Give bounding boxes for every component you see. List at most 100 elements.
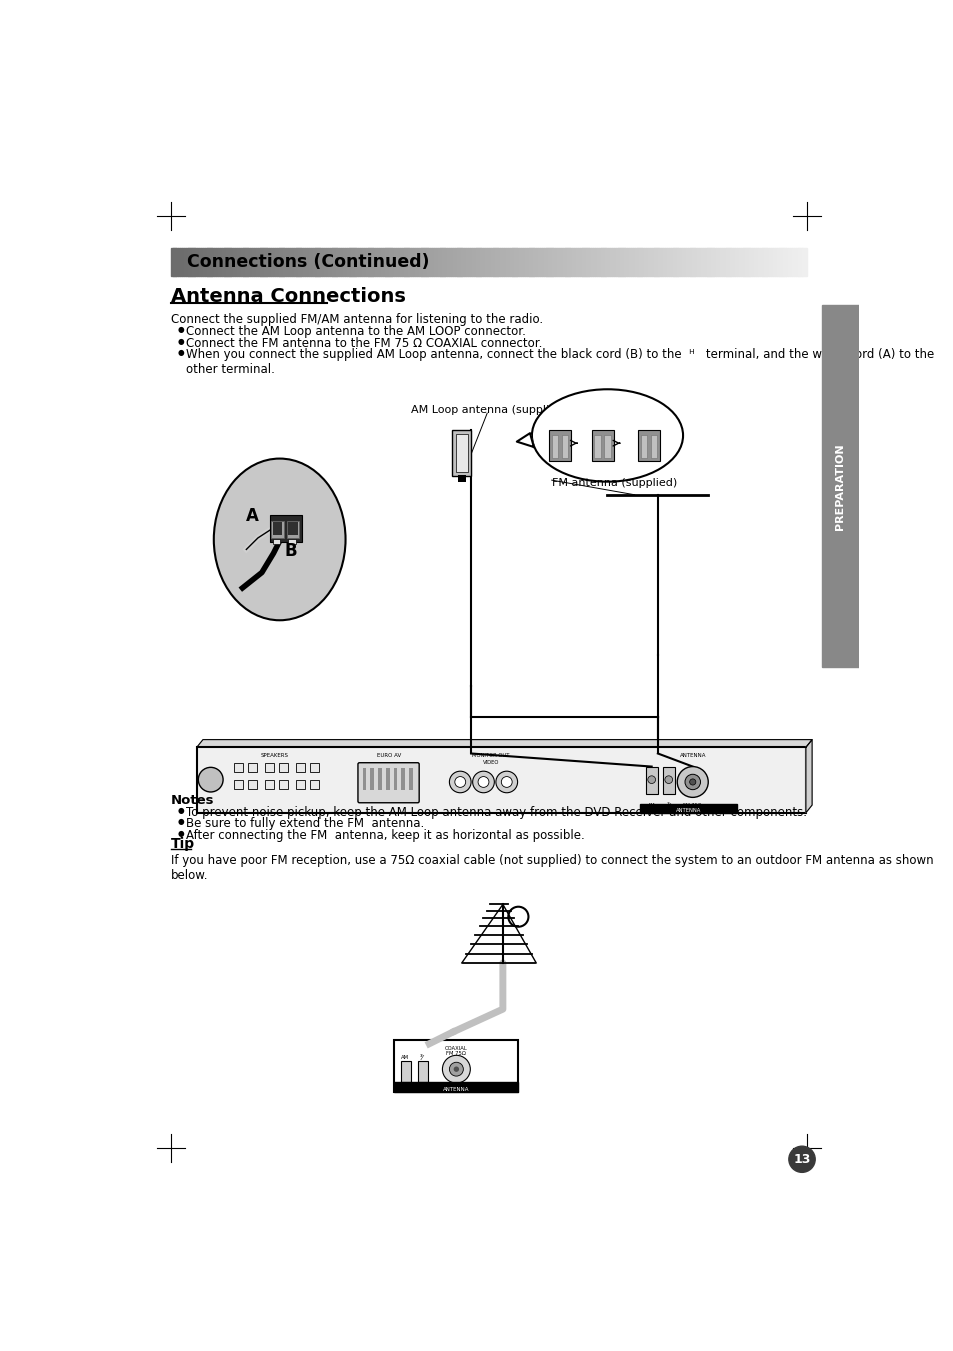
Bar — [715, 249, 718, 276]
Bar — [184, 249, 186, 276]
Circle shape — [454, 1066, 458, 1071]
Bar — [400, 1061, 411, 1082]
Bar — [736, 249, 739, 276]
Bar — [548, 249, 550, 276]
Bar — [397, 249, 400, 276]
Bar — [770, 249, 772, 276]
Bar — [539, 249, 541, 276]
Bar — [378, 249, 381, 276]
Bar — [417, 1061, 428, 1082]
Bar — [448, 249, 451, 276]
Bar — [266, 249, 269, 276]
Bar — [803, 249, 806, 276]
Bar — [319, 249, 321, 276]
Bar — [247, 249, 250, 276]
Bar — [463, 249, 465, 276]
Text: Antenna Connections: Antenna Connections — [171, 286, 406, 305]
Bar — [639, 249, 641, 276]
Bar — [233, 763, 243, 771]
Bar — [351, 249, 354, 276]
Bar — [265, 780, 274, 789]
Bar — [363, 249, 366, 276]
Bar — [725, 249, 728, 276]
Bar — [755, 249, 758, 276]
Bar — [212, 249, 213, 276]
Bar — [288, 523, 297, 535]
Bar — [219, 249, 222, 276]
Bar — [281, 249, 284, 276]
Bar — [700, 249, 702, 276]
Circle shape — [689, 780, 695, 785]
Bar — [408, 249, 411, 276]
Text: ●: ● — [177, 805, 184, 815]
Text: If you have poor FM reception, use a 75Ω coaxial cable (not supplied) to connect: If you have poor FM reception, use a 75Ω… — [171, 854, 933, 882]
Text: VIDEO: VIDEO — [482, 759, 499, 765]
Text: ANTENNA: ANTENNA — [679, 754, 705, 758]
Text: ³⁄: ³⁄ — [666, 802, 670, 809]
Bar — [744, 249, 747, 276]
Bar — [265, 763, 274, 771]
Bar — [215, 249, 218, 276]
Bar — [605, 249, 607, 276]
Text: ●: ● — [177, 349, 184, 358]
Bar — [385, 769, 390, 790]
Bar — [310, 780, 319, 789]
Bar — [793, 249, 796, 276]
Bar — [638, 430, 659, 461]
Bar — [186, 249, 189, 276]
Text: When you connect the supplied AM Loop antenna, connect the black cord (B) to the: When you connect the supplied AM Loop an… — [186, 349, 933, 377]
Bar — [257, 249, 260, 276]
Circle shape — [664, 775, 672, 784]
Bar — [311, 249, 314, 276]
Bar — [274, 249, 277, 276]
Bar — [270, 515, 302, 542]
Bar — [332, 249, 335, 276]
Circle shape — [477, 777, 488, 788]
Bar — [557, 249, 558, 276]
Bar — [692, 249, 694, 276]
Bar — [581, 249, 584, 276]
Text: ANTENNA: ANTENNA — [676, 808, 700, 813]
Bar — [635, 249, 637, 276]
Bar — [420, 249, 423, 276]
Bar — [779, 249, 781, 276]
Bar — [292, 249, 294, 276]
Bar — [516, 249, 518, 276]
Text: Be sure to fully extend the FM  antenna.: Be sure to fully extend the FM antenna. — [186, 817, 424, 831]
Bar — [789, 249, 791, 276]
Bar — [432, 249, 434, 276]
Bar — [564, 249, 567, 276]
Bar — [409, 769, 413, 790]
Bar — [436, 249, 438, 276]
Bar — [226, 249, 229, 276]
Bar — [377, 769, 381, 790]
Bar — [207, 249, 210, 276]
Bar — [203, 249, 205, 276]
Bar — [389, 249, 392, 276]
Bar — [465, 249, 468, 276]
Bar — [683, 249, 685, 276]
Text: B: B — [285, 542, 297, 559]
Bar — [597, 249, 598, 276]
Bar — [347, 249, 349, 276]
Bar — [708, 249, 711, 276]
Bar — [477, 249, 480, 276]
Bar — [248, 780, 257, 789]
Bar — [368, 249, 371, 276]
Bar — [493, 249, 496, 276]
Bar — [551, 435, 558, 458]
Bar — [787, 249, 789, 276]
Bar — [791, 249, 794, 276]
Bar — [228, 249, 231, 276]
Bar — [370, 249, 373, 276]
Bar — [774, 249, 777, 276]
Bar — [533, 249, 536, 276]
Bar — [781, 249, 783, 276]
Bar — [721, 249, 723, 276]
Bar — [213, 249, 215, 276]
Bar — [253, 249, 256, 276]
Bar — [573, 249, 576, 276]
Bar — [529, 249, 531, 276]
Bar — [727, 249, 730, 276]
Bar — [507, 249, 510, 276]
